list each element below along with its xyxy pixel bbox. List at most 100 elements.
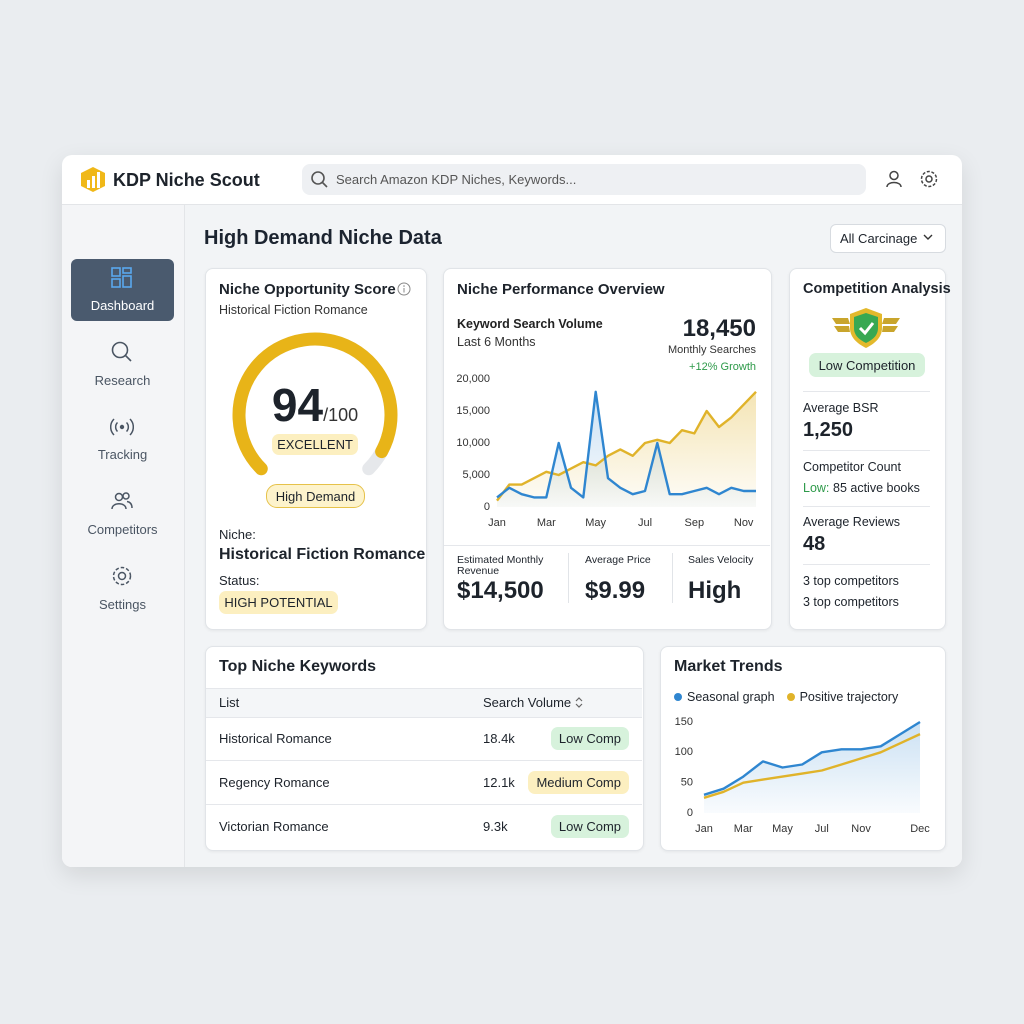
logo: [81, 167, 105, 192]
shield-icon: [832, 308, 900, 348]
divider: [568, 553, 569, 603]
filter-label: All Carcinage: [840, 231, 918, 246]
area: [497, 391, 756, 507]
tracking-icon: [110, 418, 134, 436]
divider: [803, 450, 930, 451]
gauge: [232, 332, 398, 476]
sort-icon[interactable]: [574, 696, 584, 709]
search-volume-chart: 0 5,000 10,000 15,000 20,000 Jan Mar May Jul Sep N…: [456, 373, 757, 529]
competition-badge: Medium Comp: [528, 771, 629, 794]
stat-label: Sales Velocity: [688, 554, 754, 566]
status-badge: HIGH POTENTIAL: [219, 591, 338, 614]
count-label: Competitor Count: [803, 460, 901, 474]
search-bar[interactable]: [302, 164, 866, 195]
column-header[interactable]: Search Volume: [483, 695, 572, 710]
growth: +12% Growth: [689, 361, 756, 373]
x-tick-label: Dec: [910, 823, 930, 835]
score-scale: /100: [323, 405, 359, 425]
metric-period: Last 6 Months: [457, 335, 536, 349]
line: [703, 720, 921, 796]
table-header: [206, 688, 642, 718]
note: 3 top competitors: [803, 595, 899, 609]
competition-badge: Low Comp: [550, 815, 629, 838]
reviews-value: 48: [803, 533, 826, 555]
x-tick-label: Nov: [851, 823, 871, 835]
divider: [444, 545, 770, 546]
bsr-value: 1,250: [803, 419, 854, 441]
y-tick-label: 0: [687, 807, 693, 819]
y-tick-label: 20,000: [456, 373, 490, 385]
note: 3 top competitors: [803, 574, 899, 588]
niche-value: Historical Fiction Romance: [219, 546, 426, 563]
y-tick-label: 150: [675, 716, 693, 728]
line: [496, 390, 756, 499]
divider: [803, 506, 930, 507]
nav-label: Research: [94, 373, 151, 388]
rating-badge: EXCELLENT: [272, 434, 358, 455]
dashboard-icon: [111, 267, 132, 288]
divider: [803, 391, 930, 392]
nav-label: Dashboard: [90, 298, 155, 313]
x-tick-label: Jan: [488, 517, 506, 529]
metric-total: 18,450: [682, 315, 756, 342]
volume: 12.1k: [483, 775, 515, 790]
reviews-label: Average Reviews: [803, 515, 901, 529]
area: [704, 722, 920, 813]
x-tick-label: Jan: [695, 823, 713, 835]
stat-value: $14,500: [457, 577, 544, 604]
score: 94: [271, 379, 324, 431]
user-icon[interactable]: [884, 169, 904, 189]
y-tick-label: 5,000: [462, 469, 490, 481]
y-tick-label: 50: [681, 777, 693, 789]
card-title: Niche Opportunity Score: [219, 281, 396, 298]
keyword: Regency Romance: [219, 775, 330, 790]
competition-badge: Low Comp: [550, 727, 629, 750]
volume: 18.4k: [483, 731, 515, 746]
y-tick-label: 15,000: [456, 405, 490, 417]
card-title: Niche Performance Overview: [457, 281, 665, 298]
competition-badge: Low Competition: [809, 353, 925, 377]
x-tick-label: Nov: [734, 517, 754, 529]
settings-icon[interactable]: [919, 169, 939, 189]
card-subtitle: Historical Fiction Romance: [219, 303, 368, 317]
settings-nav-icon: [112, 566, 132, 586]
niche-label: Niche:: [219, 527, 256, 542]
x-tick-label: Mar: [537, 517, 556, 529]
divider: [672, 553, 673, 603]
y-tick-label: 0: [484, 501, 490, 513]
nav-label: Tracking: [97, 447, 148, 462]
search-placeholder: Search Amazon KDP Niches, Keywords...: [336, 172, 577, 187]
status-label: Status:: [219, 573, 260, 588]
competitors-icon: [111, 492, 133, 510]
brand: KDP Niche Scout: [113, 170, 260, 190]
metric-total-label: Monthly Searches: [667, 344, 756, 356]
volume: 9.3k: [483, 819, 508, 834]
column-header: List: [219, 695, 240, 710]
market-trends-chart: 0 50 100 150 Jan Mar May Jul Nov Dec: [675, 716, 931, 835]
card-title: Competition Analysis: [803, 281, 951, 297]
page-title: High Demand Niche Data: [204, 227, 442, 249]
stat-value: $9.99: [585, 577, 646, 604]
metric-title: Keyword Search Volume: [457, 317, 603, 331]
nav-label: Competitors: [87, 522, 158, 537]
legend-label: Positive trajectory: [799, 690, 899, 704]
stat-label: Estimated Monthly Revenue: [457, 554, 544, 578]
x-tick-label: Mar: [734, 823, 753, 835]
line: [703, 733, 921, 799]
stat-label: Average Price: [585, 554, 651, 566]
keyword: Historical Romance: [219, 731, 332, 746]
x-tick-label: Sep: [685, 517, 705, 529]
legend-dot: [674, 693, 682, 701]
header-border: [62, 204, 962, 205]
search-icon: [311, 171, 328, 188]
line: [496, 390, 757, 502]
keyword: Victorian Romance: [219, 819, 329, 834]
info-icon[interactable]: [397, 282, 411, 296]
x-tick-label: May: [772, 823, 793, 835]
divider: [803, 564, 930, 565]
row-divider: [206, 760, 642, 761]
x-tick-label: Jul: [638, 517, 652, 529]
card-title: Top Niche Keywords: [219, 658, 377, 675]
card-title: Market Trends: [674, 658, 783, 675]
demand-badge: High Demand: [266, 484, 365, 508]
